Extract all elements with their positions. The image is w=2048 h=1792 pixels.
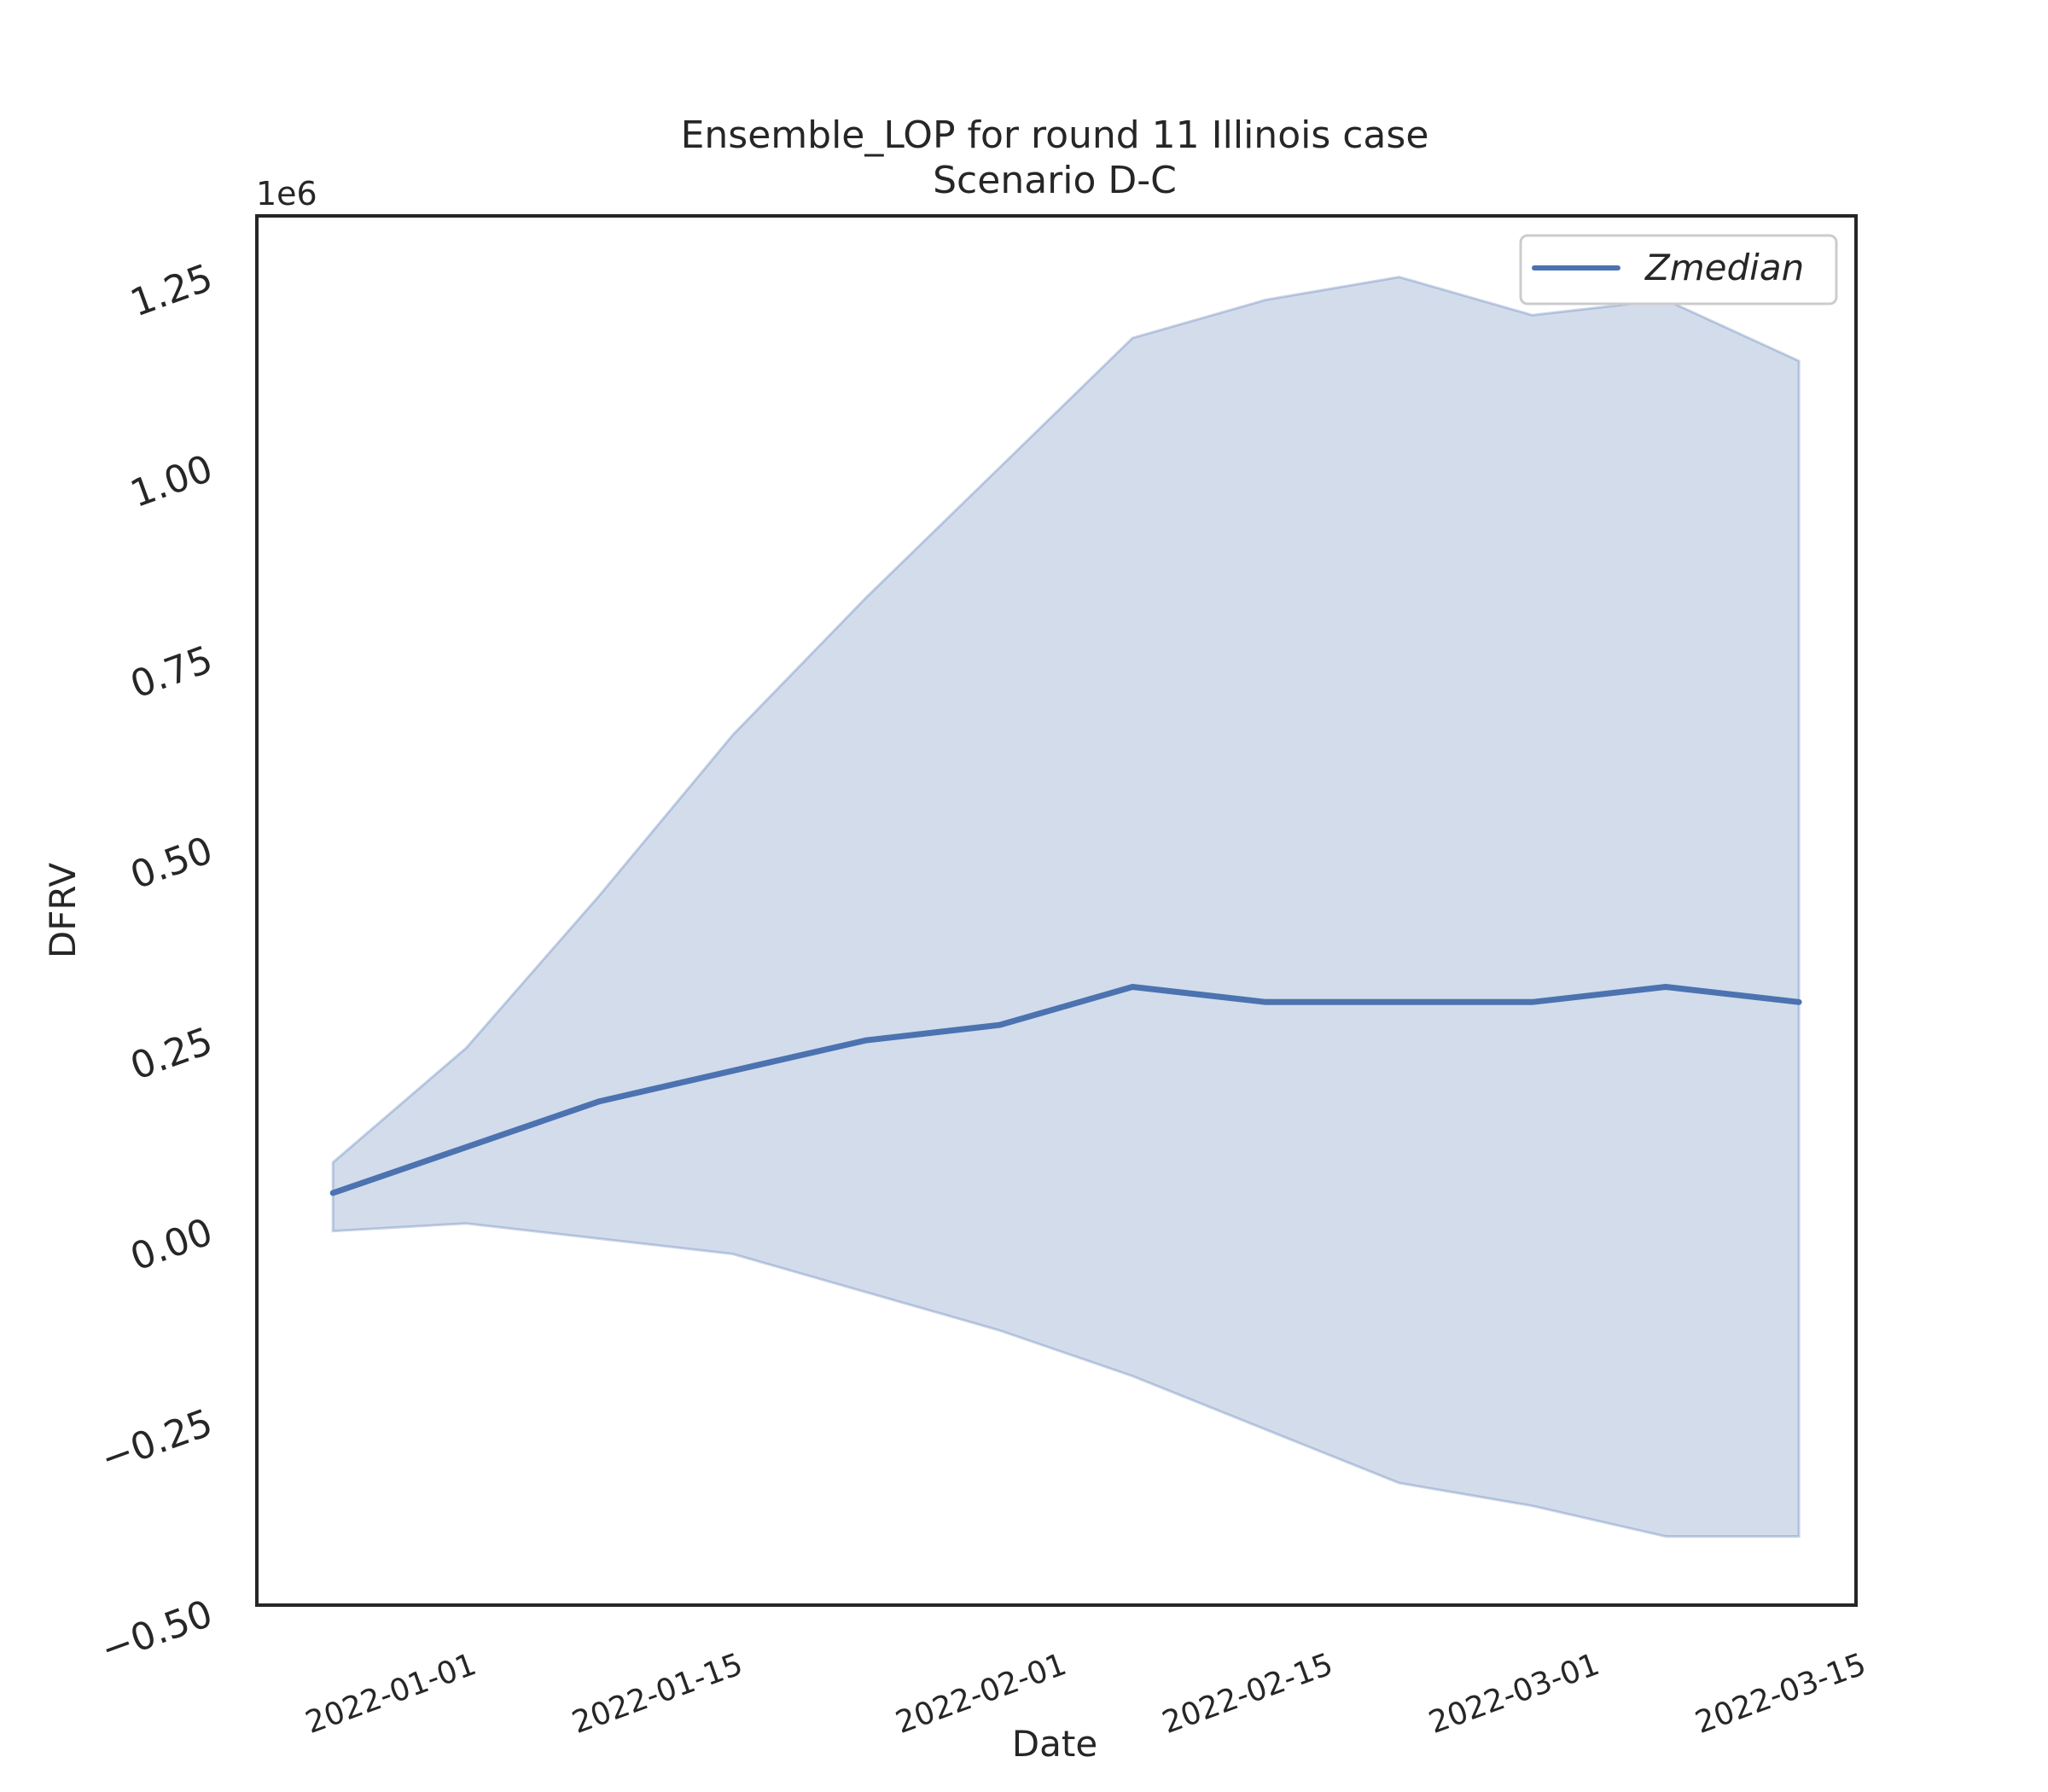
legend-box (1519, 234, 1838, 305)
y-tick-label: 0.75 (125, 637, 218, 707)
y-tick-label: 0.25 (125, 1020, 218, 1089)
y-tick-label: 1.00 (125, 447, 218, 516)
confidence-band (331, 276, 1801, 1538)
x-tick-label: 2022-03-01 (1424, 1647, 1604, 1741)
y-axis-label: DFRV (42, 863, 84, 958)
legend: Zmedian (1519, 234, 1838, 305)
y-tick-label: −0.50 (96, 1591, 218, 1672)
y-tick-label: 0.00 (125, 1210, 218, 1279)
plot-area (329, 276, 1802, 1538)
y-tick-label: 0.50 (125, 829, 218, 898)
legend-label-zmedian: Zmedian (1644, 247, 1804, 288)
chart-title: Ensemble_LOP for round 11 Illinois case (681, 113, 1429, 157)
series-line-zmedian (329, 984, 1802, 1196)
x-axis-label: Date (1012, 1723, 1097, 1765)
y-axis-ticks: −0.50 −0.25 0.00 0.25 0.50 0.75 1.00 1.25 (96, 256, 218, 1672)
x-tick-label: 2022-01-01 (301, 1647, 481, 1741)
x-tick-label: 2022-02-15 (1158, 1647, 1338, 1741)
x-tick-label: 2022-03-15 (1690, 1647, 1871, 1741)
x-tick-label: 2022-01-15 (567, 1647, 748, 1741)
plot-frame (255, 214, 1858, 1607)
chart-subtitle: Scenario D-C (933, 159, 1177, 202)
y-tick-label: 1.25 (125, 256, 218, 325)
y-offset-label: 1e6 (256, 175, 317, 212)
y-tick-label: −0.25 (96, 1401, 218, 1481)
